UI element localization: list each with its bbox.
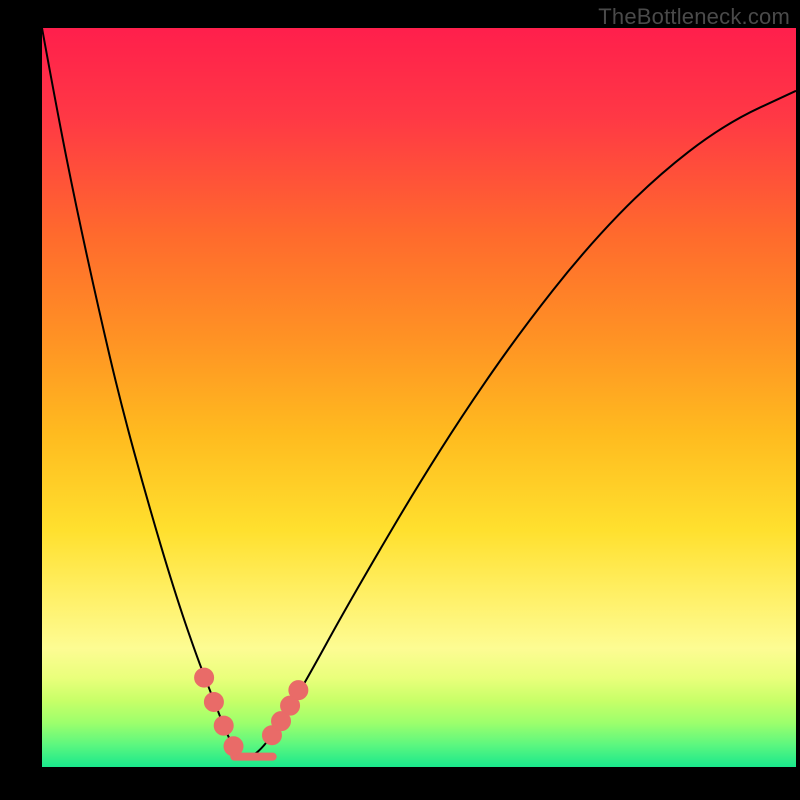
curve-marker	[224, 737, 243, 756]
bottleneck-chart	[0, 0, 800, 800]
plot-background	[42, 28, 796, 767]
curve-marker	[204, 692, 223, 711]
page-root: TheBottleneck.com	[0, 0, 800, 800]
curve-marker	[195, 668, 214, 687]
curve-marker	[214, 716, 233, 735]
curve-marker	[289, 681, 308, 700]
watermark-text: TheBottleneck.com	[598, 4, 790, 30]
